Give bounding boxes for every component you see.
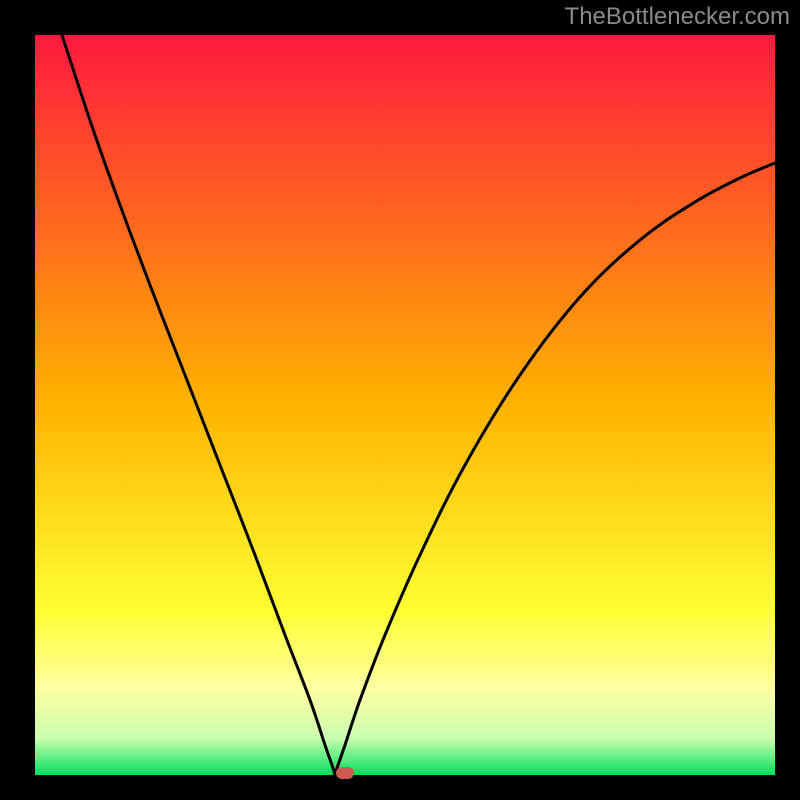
chart-svg — [35, 35, 775, 775]
optimal-point-marker — [336, 767, 354, 779]
marker-svg — [336, 767, 354, 779]
chart-canvas: TheBottlenecker.com — [0, 0, 800, 800]
plot-area — [35, 35, 775, 775]
watermark-text: TheBottlenecker.com — [565, 3, 790, 31]
gradient-background — [35, 35, 775, 775]
